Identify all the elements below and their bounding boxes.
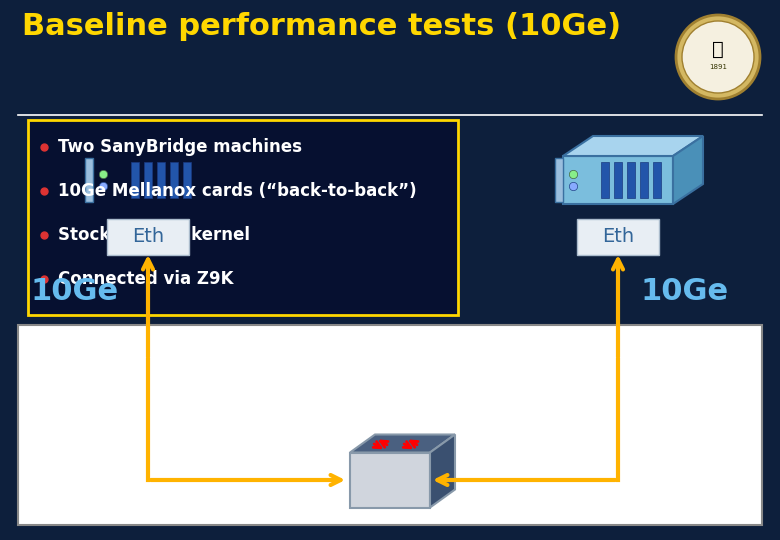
Text: 10Ge: 10Ge bbox=[640, 278, 728, 307]
Bar bbox=[18, 325, 762, 525]
Polygon shape bbox=[563, 156, 673, 204]
Circle shape bbox=[682, 21, 754, 93]
Bar bbox=[653, 162, 661, 198]
FancyBboxPatch shape bbox=[577, 219, 659, 255]
Polygon shape bbox=[430, 435, 455, 508]
Bar bbox=[640, 162, 648, 198]
Polygon shape bbox=[673, 136, 703, 204]
Bar bbox=[170, 162, 178, 198]
Text: Connected via Z9K: Connected via Z9K bbox=[58, 270, 233, 288]
Bar bbox=[627, 162, 635, 198]
Circle shape bbox=[676, 15, 760, 99]
Bar bbox=[555, 158, 563, 202]
Text: Stock SLC 6.x kernel: Stock SLC 6.x kernel bbox=[58, 226, 250, 244]
Bar bbox=[183, 162, 191, 198]
Bar bbox=[614, 162, 622, 198]
Polygon shape bbox=[93, 156, 203, 204]
Polygon shape bbox=[203, 136, 233, 204]
Text: Eth: Eth bbox=[132, 227, 164, 246]
FancyBboxPatch shape bbox=[107, 219, 189, 255]
Text: Eth: Eth bbox=[602, 227, 634, 246]
Bar bbox=[131, 162, 139, 198]
Bar bbox=[0, 0, 780, 325]
Bar bbox=[144, 162, 152, 198]
Bar bbox=[157, 162, 165, 198]
Text: Baseline performance tests (10Ge): Baseline performance tests (10Ge) bbox=[22, 12, 621, 41]
Bar bbox=[601, 162, 609, 198]
Text: 🔥: 🔥 bbox=[712, 39, 724, 58]
Polygon shape bbox=[563, 136, 703, 156]
Bar bbox=[85, 158, 93, 202]
Text: 10Ge: 10Ge bbox=[30, 278, 118, 307]
Polygon shape bbox=[93, 136, 233, 156]
Text: 10Ge Mellanox cards (“back-to-back”): 10Ge Mellanox cards (“back-to-back”) bbox=[58, 182, 417, 200]
Polygon shape bbox=[350, 435, 455, 453]
FancyBboxPatch shape bbox=[28, 120, 458, 315]
Text: Two SanyBridge machines: Two SanyBridge machines bbox=[58, 138, 302, 156]
Text: 1891: 1891 bbox=[709, 64, 727, 70]
Polygon shape bbox=[350, 453, 430, 508]
